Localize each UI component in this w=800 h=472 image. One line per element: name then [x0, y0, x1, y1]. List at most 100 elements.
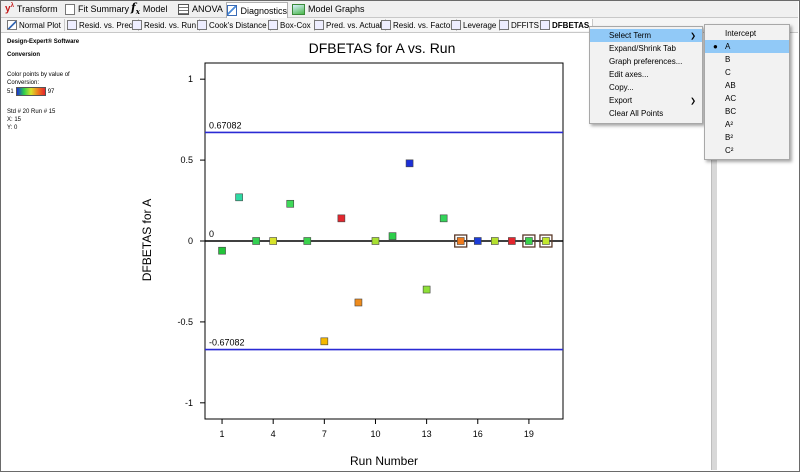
- chevron-right-icon: ❯: [690, 32, 696, 40]
- data-point[interactable]: [388, 232, 397, 240]
- data-point[interactable]: [473, 237, 482, 245]
- diagnostics-icon: [227, 5, 238, 16]
- tab-transform[interactable]: yλ Transform: [5, 3, 58, 15]
- color-scale-max: 97: [47, 88, 55, 95]
- data-point[interactable]: [508, 237, 516, 245]
- selected-point-x: X: 15: [7, 117, 22, 123]
- fx-icon: fx: [131, 1, 140, 17]
- dffits-icon: [499, 20, 509, 30]
- tab-model-graphs[interactable]: Model Graphs: [292, 2, 365, 16]
- term-ac[interactable]: AC: [725, 94, 737, 103]
- data-point[interactable]: [491, 237, 499, 245]
- color-scale: 51 97: [7, 87, 79, 96]
- chevron-right-icon: ❯: [690, 97, 696, 105]
- color-note: Color points by value of: [7, 72, 70, 78]
- tab-diagnostics[interactable]: Diagnostics: [226, 2, 288, 18]
- cooks-icon: [197, 20, 207, 30]
- menu-item-expand-shrink-tab[interactable]: Expand/Shrink Tab: [609, 44, 677, 53]
- tab-model[interactable]: fx Model: [131, 1, 168, 17]
- tab-fit-summary[interactable]: Fit Summary: [65, 2, 129, 16]
- data-point[interactable]: [252, 237, 260, 245]
- tab-anova[interactable]: ANOVA: [178, 2, 223, 16]
- term-a-squared[interactable]: A²: [725, 120, 733, 129]
- vertical-scrollbar[interactable]: [711, 33, 717, 470]
- y-tick-label: 0: [188, 236, 193, 246]
- color-gradient: [15, 87, 46, 96]
- color-note-response: Conversion:: [7, 80, 40, 86]
- x-tick-label: 19: [524, 429, 534, 439]
- menu-item-graph-preferences[interactable]: Graph preferences...: [609, 57, 683, 66]
- term-bc[interactable]: BC: [725, 107, 737, 116]
- term-c-squared[interactable]: C²: [725, 146, 734, 155]
- data-point[interactable]: [269, 237, 277, 245]
- data-point[interactable]: [354, 298, 363, 307]
- resid-pred-icon: [67, 20, 77, 30]
- main-tab-bar: yλ Transform Fit Summary fx Model ANOVA …: [1, 1, 798, 18]
- response-label: Conversion: [7, 52, 41, 58]
- data-point[interactable]: [303, 237, 312, 245]
- color-scale-min: 51: [7, 88, 14, 95]
- fit-summary-icon: [65, 3, 75, 15]
- selected-bullet-icon: ●: [713, 42, 718, 51]
- data-point[interactable]: [422, 285, 431, 294]
- reference-line-label: 0.67082: [209, 120, 242, 130]
- pred-actual-icon: [314, 20, 324, 30]
- y-tick-label: 0.5: [180, 155, 193, 165]
- x-tick-label: 4: [271, 429, 276, 439]
- data-point[interactable]: [218, 246, 226, 255]
- x-axis-label: Run Number: [350, 454, 418, 468]
- x-tick-label: 13: [422, 429, 432, 439]
- term-c[interactable]: C: [725, 68, 731, 77]
- data-point[interactable]: [456, 237, 465, 245]
- x-tick-label: 1: [220, 429, 225, 439]
- x-tick-label: 7: [322, 429, 327, 439]
- term-ab[interactable]: AB: [725, 81, 736, 90]
- subtab-normal-plot[interactable]: Normal Plot: [7, 19, 65, 31]
- resid-run-icon: [132, 20, 142, 30]
- box-cox-icon: [268, 20, 278, 30]
- data-point[interactable]: [320, 337, 329, 346]
- leverage-icon: [451, 20, 461, 30]
- term-intercept[interactable]: Intercept: [725, 29, 757, 38]
- graph-info-panel: Design-Expert® Software Conversion Color…: [7, 38, 79, 132]
- dfbetas-icon: [540, 20, 550, 30]
- resid-factor-icon: [381, 20, 391, 30]
- menu-item-edit-axes[interactable]: Edit axes...: [609, 70, 649, 79]
- reference-line-label: -0.67082: [209, 338, 245, 348]
- menu-item-clear-all-points[interactable]: Clear All Points: [609, 109, 664, 118]
- reference-line-label: 0: [209, 229, 214, 239]
- data-point[interactable]: [542, 237, 550, 245]
- context-menu: Select Term ❯ Expand/Shrink Tab Graph pre…: [589, 26, 703, 124]
- model-graphs-icon: [292, 3, 305, 15]
- point-highlight: [522, 234, 536, 248]
- term-b-squared[interactable]: B²: [725, 133, 733, 142]
- menu-item-copy[interactable]: Copy...: [609, 83, 634, 92]
- x-tick-label: 16: [473, 429, 483, 439]
- menu-item-select-term[interactable]: Select Term ❯: [590, 29, 702, 42]
- x-tick-label: 10: [370, 429, 380, 439]
- normal-plot-icon: [7, 20, 17, 30]
- y-tick-label: -0.5: [177, 317, 193, 327]
- data-point[interactable]: [525, 237, 533, 245]
- point-highlight: [539, 234, 553, 248]
- data-point[interactable]: [405, 159, 414, 168]
- term-submenu: Intercept ● A B C AB AC BC A² B² C²: [704, 24, 790, 160]
- data-point[interactable]: [371, 237, 380, 245]
- term-b[interactable]: B: [725, 55, 731, 64]
- menu-item-export[interactable]: Export ❯: [609, 96, 696, 105]
- chart-title: DFBETAS for A vs. Run: [309, 40, 456, 56]
- point-highlight: [454, 234, 468, 248]
- software-label: Design-Expert® Software: [7, 39, 80, 45]
- data-point[interactable]: [235, 193, 243, 202]
- data-point[interactable]: [439, 214, 448, 223]
- y-tick-label: -1: [185, 398, 193, 408]
- selected-point-label: Std # 20 Run # 15: [7, 109, 56, 115]
- transform-icon: yλ: [5, 3, 14, 15]
- y-axis-label: DFBETAS for A: [140, 199, 154, 281]
- data-point[interactable]: [286, 199, 295, 208]
- anova-icon: [178, 3, 189, 15]
- subtab-dfbetas[interactable]: DFBETAS: [540, 19, 594, 31]
- term-a[interactable]: ● A: [705, 40, 789, 53]
- data-point[interactable]: [337, 214, 346, 223]
